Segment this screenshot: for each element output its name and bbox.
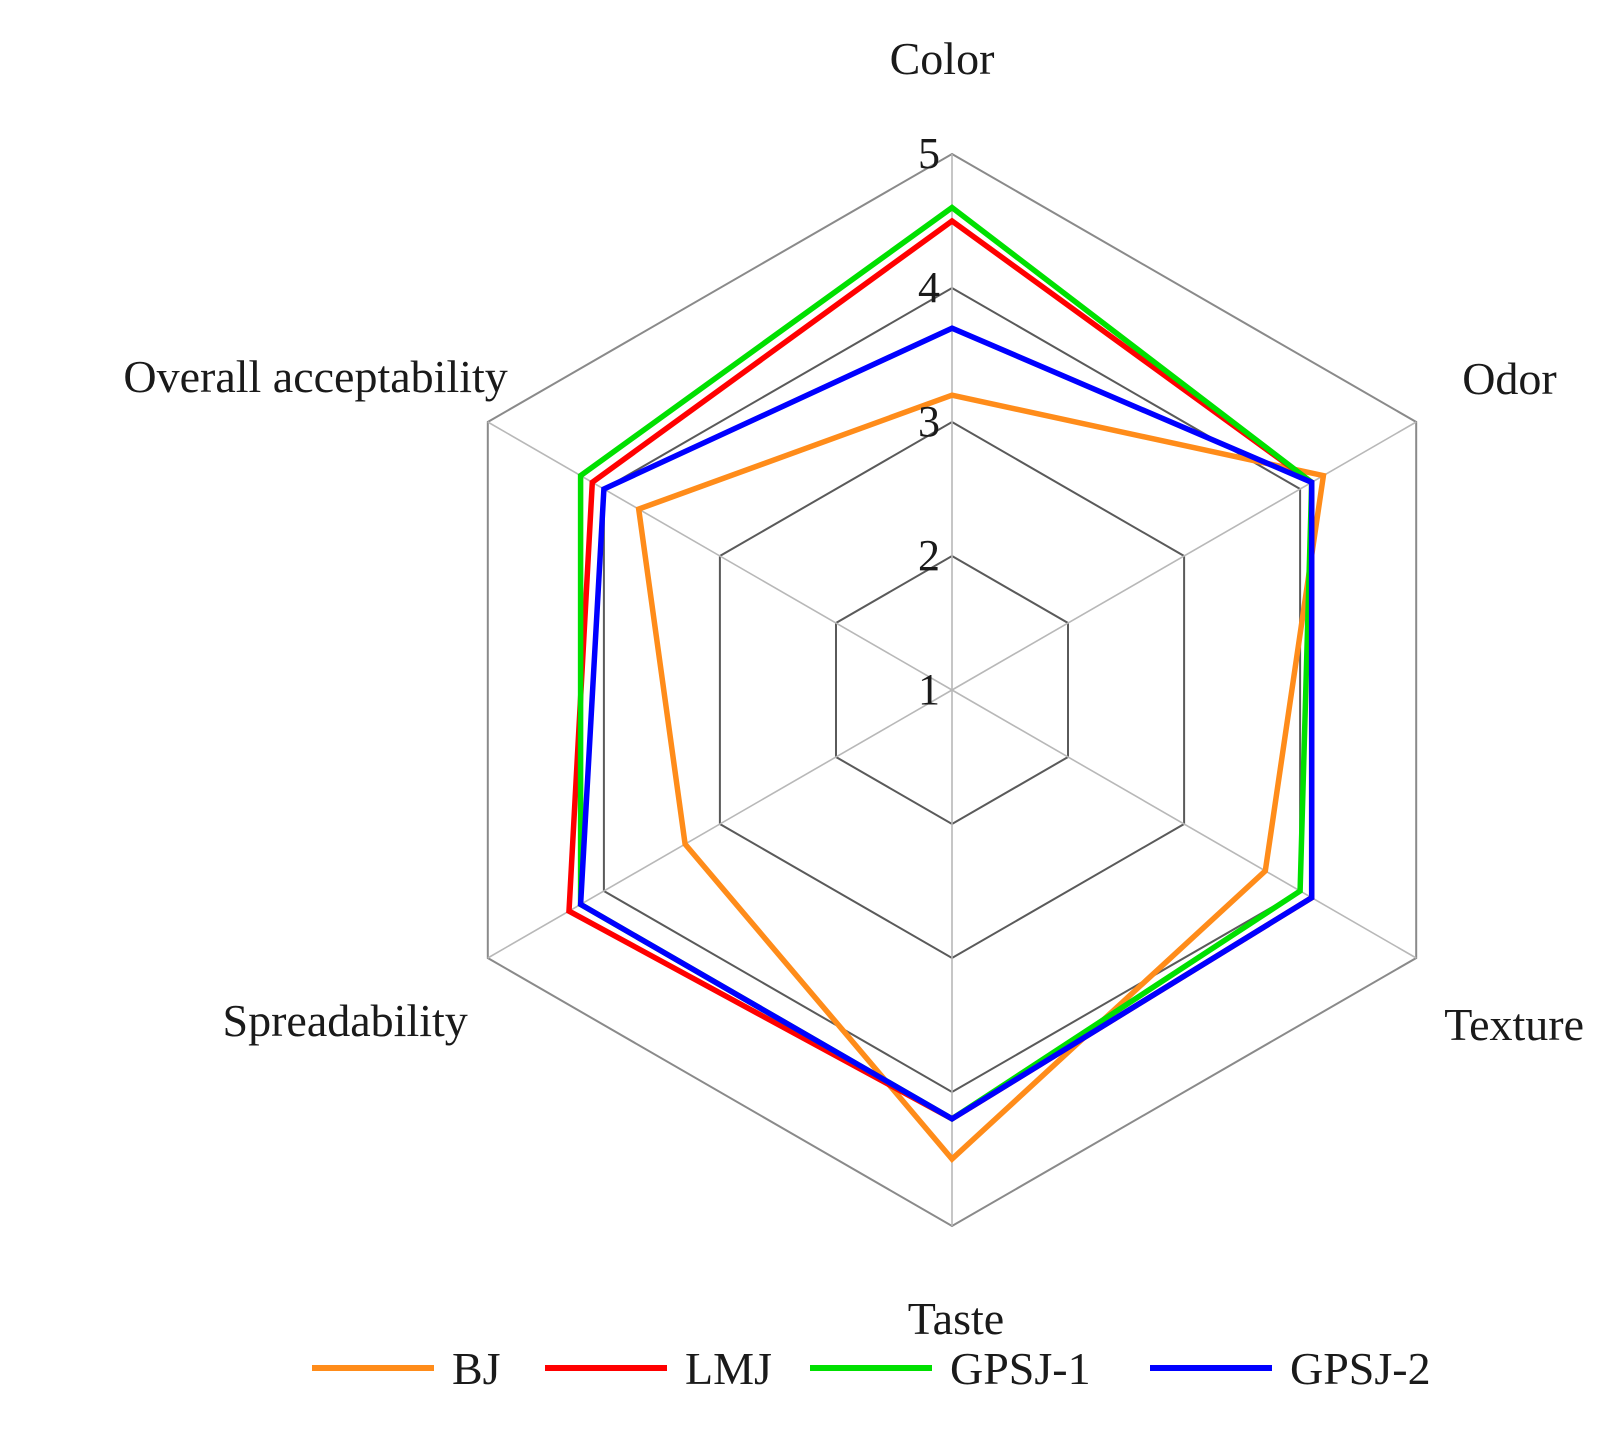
legend-label-bj: BJ	[452, 1343, 501, 1394]
spoke-4	[487, 689, 953, 959]
series-line-bj	[635, 392, 1327, 1163]
spoke-2	[951, 689, 1417, 959]
axis-label-overall-acceptability: Overall acceptability	[123, 351, 507, 402]
axis-label-spreadability: Spreadability	[223, 995, 468, 1046]
series-line-gpsj-1	[577, 204, 1315, 1123]
legend-label-gpsj-1: GPSJ-1	[950, 1343, 1091, 1394]
label-layer: 1 2 3 4 5 Color Odor Texture Taste Spreadability O…	[123, 33, 1584, 1344]
legend: BJ LMJ GPSJ-1 GPSJ-2	[312, 1343, 1431, 1394]
legend-label-gpsj-2: GPSJ-2	[1290, 1343, 1431, 1394]
series-layer	[566, 204, 1327, 1163]
tick-label-4: 4	[918, 263, 940, 312]
spoke-1	[951, 421, 1417, 691]
series-line-gpsj-2	[577, 325, 1315, 1123]
axis-label-texture: Texture	[1444, 999, 1584, 1050]
axis-label-odor: Odor	[1462, 353, 1557, 404]
legend-label-lmj: LMJ	[685, 1343, 772, 1394]
spoke-5	[487, 421, 953, 691]
tick-label-1: 1	[918, 665, 940, 714]
tick-label-3: 3	[918, 397, 940, 446]
tick-label-2: 2	[918, 531, 940, 580]
grid-layer	[486, 152, 1418, 1228]
axis-label-taste: Taste	[908, 1293, 1004, 1344]
series-line-lmj	[566, 217, 1315, 1122]
axis-label-color: Color	[890, 33, 995, 84]
tick-label-5: 5	[918, 129, 940, 178]
